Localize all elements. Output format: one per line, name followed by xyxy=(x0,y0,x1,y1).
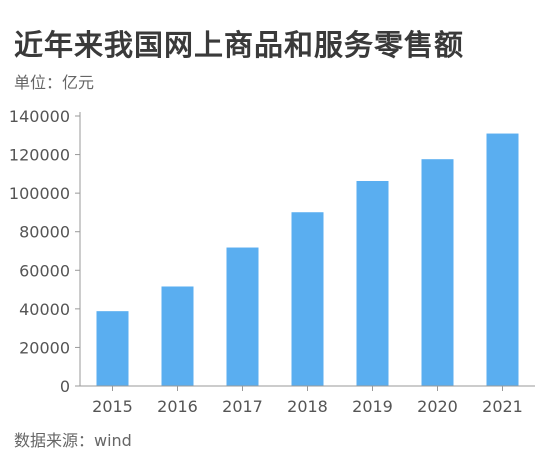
y-tick-label: 60000 xyxy=(19,261,70,280)
bar-2017 xyxy=(226,247,259,386)
y-tick-label: 120000 xyxy=(9,146,70,165)
x-tick-label: 2019 xyxy=(352,397,393,416)
chart-title: 近年来我国网上商品和服务零售额 xyxy=(14,28,465,62)
bar-2020 xyxy=(421,159,454,386)
y-tick-label: 20000 xyxy=(19,338,70,357)
y-tick-label: 100000 xyxy=(9,184,70,203)
source-label: 数据来源：wind xyxy=(14,431,132,450)
x-tick-label: 2015 xyxy=(92,397,133,416)
bar-2018 xyxy=(291,212,324,386)
x-tick-label: 2021 xyxy=(482,397,523,416)
x-tick-label: 2020 xyxy=(417,397,458,416)
bar-2019 xyxy=(356,180,389,386)
y-tick-label: 140000 xyxy=(9,107,70,126)
y-tick-label: 80000 xyxy=(19,223,70,242)
x-tick-label: 2018 xyxy=(287,397,328,416)
bar-2015 xyxy=(96,311,129,386)
x-tick-label: 2016 xyxy=(157,397,198,416)
bar-2016 xyxy=(161,286,194,386)
unit-label: 单位：亿元 xyxy=(14,73,95,92)
x-tick-label: 2017 xyxy=(222,397,263,416)
y-tick-label: 0 xyxy=(60,377,70,396)
y-tick-label: 40000 xyxy=(19,300,70,319)
bar-2021 xyxy=(486,133,519,386)
